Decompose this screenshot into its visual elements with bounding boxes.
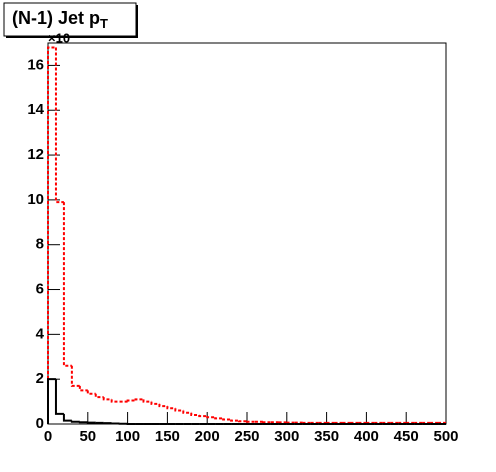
x-tick-label: 200 — [195, 428, 220, 445]
y-tick-label: 12 — [27, 146, 44, 163]
x-tick-label: 300 — [274, 428, 299, 445]
x-tick-label: 400 — [354, 428, 379, 445]
y-tick-label: 10 — [27, 191, 44, 208]
y-tick-label: 0 — [36, 415, 44, 432]
histogram-bin — [54, 379, 64, 415]
histogram-bin — [102, 397, 112, 401]
histogram-bin — [62, 413, 72, 422]
histogram-bin — [238, 420, 247, 423]
histogram-bin — [214, 417, 224, 420]
x-tick-label: 450 — [394, 428, 419, 445]
x-tick-label: 500 — [433, 428, 458, 445]
histogram-bin — [54, 47, 64, 204]
title-box — [3, 2, 137, 37]
histogram-bin — [70, 365, 80, 387]
histogram-bin — [174, 408, 184, 412]
histogram-bin — [126, 399, 136, 402]
y-tick-label: 8 — [36, 236, 44, 253]
histogram-bin — [150, 401, 160, 405]
x-tick-label: 250 — [234, 428, 259, 445]
histogram-bin — [182, 410, 192, 414]
histogram-bin — [222, 418, 232, 421]
histogram-bin — [198, 415, 208, 418]
histogram-bin — [110, 399, 120, 403]
y-tick-label: 2 — [36, 370, 44, 387]
chart-title: (N-1) Jet pT — [12, 8, 108, 32]
histogram-bin — [158, 403, 168, 408]
x-tick-label: 350 — [314, 428, 339, 445]
x-tick-label: 150 — [155, 428, 180, 445]
x-tick-label: 0 — [44, 428, 52, 445]
histogram-bin — [134, 398, 144, 401]
y-tick-label: 14 — [27, 101, 44, 118]
histogram-bin — [142, 399, 152, 403]
histogram-bin — [47, 46, 56, 424]
y-tick-label: 4 — [36, 325, 45, 342]
histogram-bin — [78, 385, 88, 392]
histogram-bin — [70, 420, 80, 423]
histogram-bin — [166, 406, 176, 410]
histogram-bin — [94, 393, 104, 399]
histogram-bin — [206, 416, 216, 419]
y-multiplier: ×10 — [48, 30, 70, 45]
y-tick-label: 6 — [36, 280, 44, 297]
x-tick-label: 100 — [115, 428, 140, 445]
histogram-bin — [190, 412, 200, 417]
y-tick-label: 16 — [27, 56, 44, 73]
histogram-bin — [47, 378, 56, 424]
x-tick-label: 50 — [79, 428, 96, 445]
title-main: (N-1) Jet p — [12, 8, 100, 28]
histogram-bin — [230, 419, 240, 422]
histogram-bin — [86, 390, 96, 395]
title-subscript: T — [100, 16, 108, 31]
